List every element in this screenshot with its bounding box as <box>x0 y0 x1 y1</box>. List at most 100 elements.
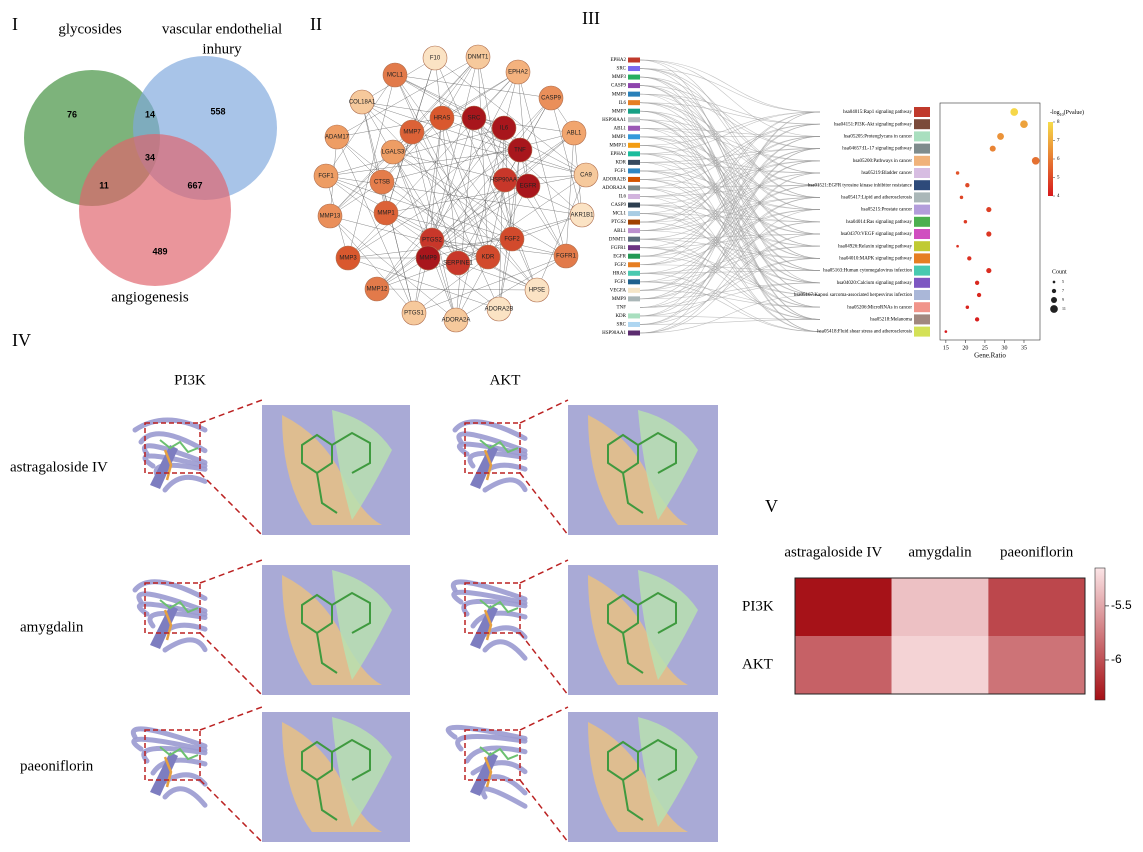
gene-bar <box>628 296 640 302</box>
network-node <box>324 124 350 150</box>
network-edge <box>361 101 538 291</box>
protein-ribbon <box>467 450 528 469</box>
color-tick-label: 4 <box>1057 194 1060 199</box>
sankey-link <box>639 127 821 137</box>
network-edge <box>347 257 500 310</box>
sankey-link <box>639 119 821 162</box>
zoom-line <box>199 472 263 536</box>
pathway-label: hsa04926:Relaxin signaling pathway <box>838 244 912 249</box>
pathway-bar <box>914 326 930 337</box>
ligand-sticks <box>301 591 371 674</box>
venn-set-label: vascular endothelial <box>162 21 282 37</box>
network-edge <box>392 151 567 257</box>
network-edge <box>329 215 489 258</box>
gene-label: MCL1 <box>613 212 627 217</box>
gene-bar <box>628 91 640 97</box>
sankey-link <box>639 136 821 300</box>
network-edge <box>325 74 396 177</box>
x-tick-label: 20 <box>962 345 968 351</box>
sankey-link <box>639 281 821 308</box>
size-key <box>1051 297 1057 303</box>
zoom-line <box>519 399 569 424</box>
protein-ribbon <box>482 477 528 493</box>
gene-bar <box>628 270 640 276</box>
pathway-bar <box>914 241 930 252</box>
network-node <box>317 203 343 229</box>
color-bar <box>1094 567 1106 701</box>
sankey-link <box>639 136 821 223</box>
venn-count: 558 <box>210 106 225 116</box>
gene-bar <box>628 228 640 234</box>
sankey-link <box>639 102 821 186</box>
color-tick-label: 5 <box>1057 176 1060 181</box>
gene-label: HSP90AA1 <box>602 118 626 123</box>
gene-bar <box>628 262 640 268</box>
dot <box>986 231 992 237</box>
network-node-label: HSP90AA1 <box>490 178 521 184</box>
sankey-link <box>639 172 821 240</box>
sankey-link <box>639 184 821 274</box>
network-node <box>491 115 517 141</box>
sankey-link <box>639 59 821 137</box>
sankey-link <box>639 282 821 308</box>
protein-strand <box>150 605 178 649</box>
network-node-label: HPSE <box>529 288 545 294</box>
sankey-link <box>639 111 821 231</box>
panel-label: IV <box>12 330 31 350</box>
gene-label: SRC <box>617 67 627 72</box>
network-edge <box>325 175 500 310</box>
protein-ribbon <box>162 474 208 493</box>
sankey-link <box>639 111 821 146</box>
panel-label: V <box>765 496 778 516</box>
sankey-link <box>639 136 821 214</box>
ligand-sticks <box>607 738 677 821</box>
dot <box>974 280 980 285</box>
pathway-bar <box>914 119 930 130</box>
ligand <box>159 599 199 614</box>
x-axis-label: Gene.Ratio <box>974 352 1006 360</box>
heatmap-cell <box>988 578 1085 636</box>
pathway-label: hsa05163:Human cytomegalovirus infection <box>823 269 912 274</box>
gene-bar <box>628 245 640 251</box>
zoom-line <box>199 632 263 696</box>
gene-label: VEGFA <box>610 288 627 293</box>
sankey-link <box>639 233 821 334</box>
sankey-link <box>639 184 821 266</box>
pathway-label: hsa05417:Lipid and atherosclerosis <box>841 196 912 201</box>
gene-label: KDR <box>615 161 626 166</box>
pathway-label: hsa04151:PI3K-Akt signaling pathway <box>834 122 913 127</box>
sankey-link <box>639 319 821 325</box>
network-node-label: LGALS3 <box>382 150 405 156</box>
network-edge <box>550 97 583 216</box>
gene-bar <box>628 202 640 208</box>
pathway-label: hsa04370:VEGF signaling pathway <box>841 232 913 237</box>
gene-label: IL6 <box>619 101 627 106</box>
gene-label: FGF1 <box>614 280 626 285</box>
color-legend-title: -log10(Pvalue) <box>1050 109 1084 117</box>
network-node-label: MMP1 <box>377 211 395 217</box>
network-edge <box>325 175 583 216</box>
pathway-bar <box>914 265 930 276</box>
gene-bar <box>628 125 640 131</box>
dot <box>976 292 982 298</box>
network-edge <box>376 132 575 290</box>
zoom-line <box>519 779 569 843</box>
color-tick-label: -6 <box>1111 652 1122 666</box>
network-node-label: SRC <box>468 116 481 122</box>
pathway-bar <box>914 253 930 264</box>
network-node-label: KDR <box>482 255 495 261</box>
zoom-line <box>199 399 263 424</box>
size-tick-label: 11 <box>1062 306 1066 311</box>
network-node-label: IL6 <box>500 126 509 132</box>
pathway-bar <box>914 143 930 154</box>
size-tick-label: 9 <box>1062 297 1064 302</box>
zoom-line <box>199 559 263 584</box>
gene-bar <box>628 253 640 259</box>
network-edge <box>361 101 387 214</box>
pathway-bar <box>914 216 930 227</box>
network-node <box>569 202 595 228</box>
dot <box>1031 156 1040 165</box>
sankey-link <box>639 290 821 308</box>
sankey-link <box>639 123 821 189</box>
gene-label: ABL1 <box>614 126 627 131</box>
